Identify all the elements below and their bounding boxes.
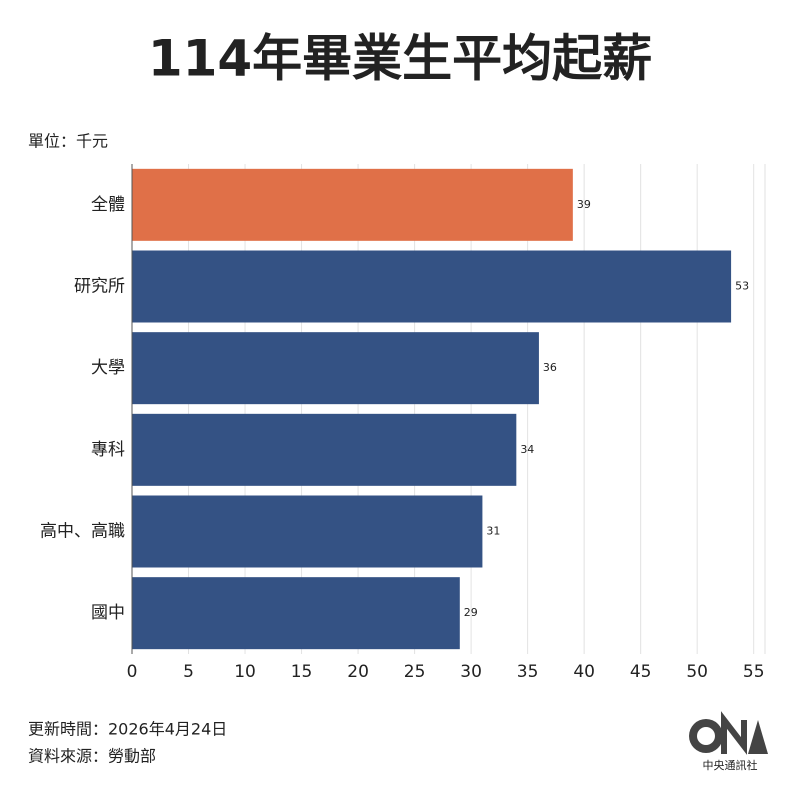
value-label: 34 (520, 443, 534, 456)
value-label: 36 (543, 361, 557, 374)
x-tick-label: 5 (183, 662, 194, 682)
value-label: 39 (577, 198, 591, 211)
y-tick-label: 國中 (91, 603, 125, 623)
y-tick-label: 全體 (91, 195, 125, 215)
y-tick-label: 大學 (91, 358, 125, 378)
bar (132, 250, 732, 323)
x-tick-label: 15 (291, 662, 313, 682)
value-label: 53 (735, 280, 749, 293)
y-tick-label: 專科 (91, 440, 125, 460)
source-note: 資料來源：勞動部 (28, 747, 156, 766)
x-tick-label: 10 (234, 662, 256, 682)
updated-note: 更新時間：2026年4月24日 (28, 720, 227, 739)
x-tick-label: 30 (460, 662, 482, 682)
bar (132, 413, 517, 486)
x-tick-label: 35 (517, 662, 539, 682)
x-tick-label: 45 (630, 662, 652, 682)
y-tick-label: 研究所 (74, 277, 125, 297)
logo-text: 中央通訊社 (703, 758, 758, 772)
x-tick-label: 40 (573, 662, 595, 682)
x-tick-label: 0 (127, 662, 138, 682)
logo (689, 711, 768, 755)
logo-hole (697, 727, 715, 745)
x-tick-label: 50 (686, 662, 708, 682)
logo-n (721, 711, 747, 755)
bar (132, 577, 460, 650)
x-tick-label: 20 (347, 662, 369, 682)
unit-label: 單位：千元 (28, 132, 108, 151)
bar (132, 332, 539, 405)
chart-title: 114年畢業生平均起薪 (148, 30, 652, 88)
value-label: 29 (464, 606, 478, 619)
logo-a (748, 720, 768, 754)
value-label: 31 (486, 525, 500, 538)
x-tick-label: 55 (743, 662, 765, 682)
bar (132, 168, 573, 241)
y-tick-label: 高中、高職 (40, 522, 125, 542)
x-tick-label: 25 (404, 662, 426, 682)
bar (132, 495, 483, 568)
